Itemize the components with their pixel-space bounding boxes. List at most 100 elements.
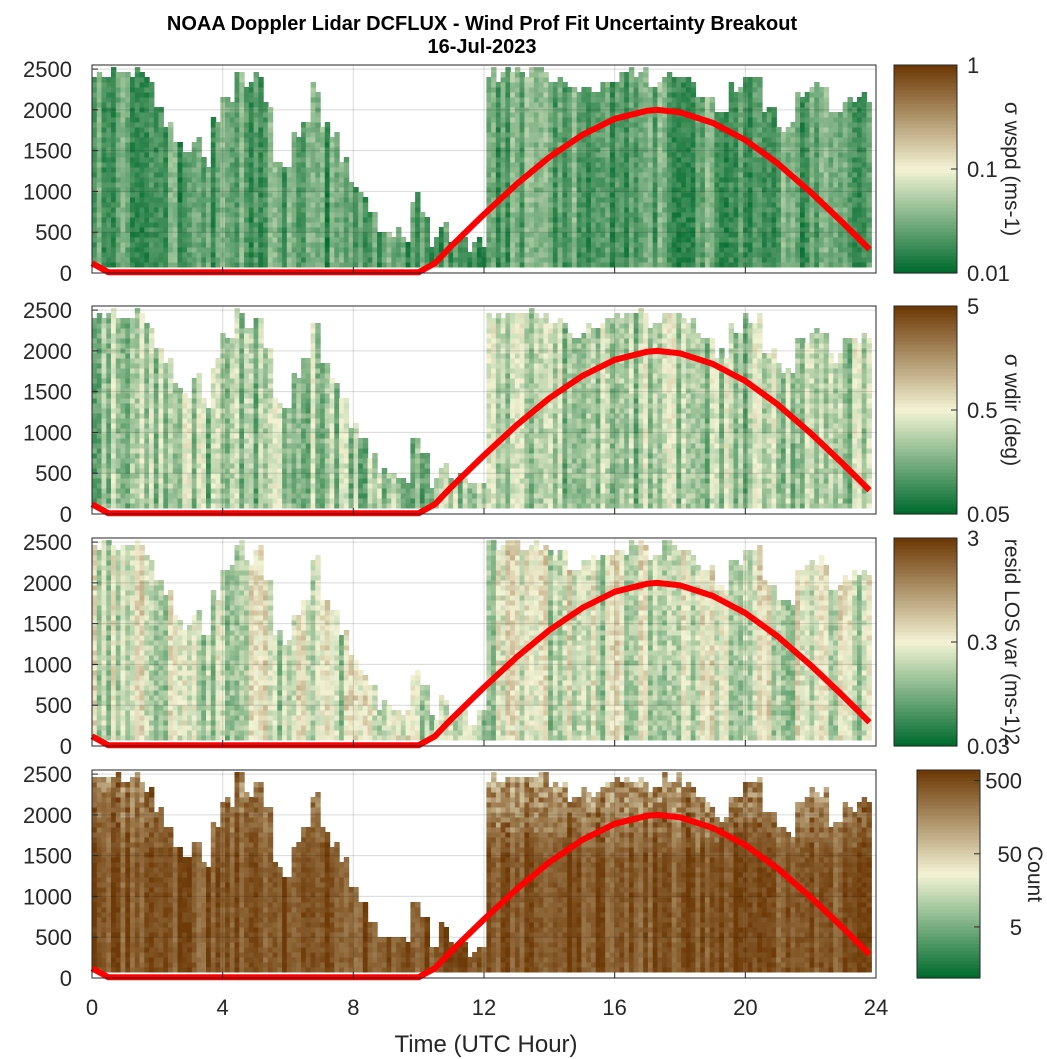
heatmap-cell [120,132,126,138]
heatmap-cell [505,202,511,208]
heatmap-cell [600,112,606,118]
heatmap-cell [676,137,682,143]
heatmap-cell [500,97,506,103]
heatmap-cell [168,217,174,223]
heatmap-cell [781,177,787,183]
heatmap-cell [177,192,183,198]
heatmap-cell [695,237,701,243]
heatmap-cell [795,102,801,108]
heatmap-cell [700,152,706,158]
heatmap-cell [234,227,240,233]
heatmap-cell [310,122,316,128]
heatmap-cell [291,157,297,163]
heatmap-cell [628,122,635,128]
heatmap-cell [149,87,155,93]
heatmap-cell [823,102,830,108]
heatmap-cell [191,187,198,193]
heatmap-cell [334,242,340,248]
heatmap-cell [776,232,782,238]
heatmap-cell [153,242,160,248]
heatmap-cell [225,192,231,198]
heatmap-cell [757,197,763,203]
heatmap-cell [624,127,630,133]
heatmap-cell [657,117,663,123]
heatmap-cell [263,157,269,163]
heatmap-cell [111,167,117,173]
heatmap-cell [752,182,758,188]
heatmap-cell [776,192,782,198]
heatmap-cell [657,197,663,203]
heatmap-cell [552,127,559,133]
heatmap-cell [757,92,763,98]
heatmap-cell [267,132,274,138]
heatmap-cell [771,172,777,178]
heatmap-cell [814,177,820,183]
heatmap-cell [96,227,103,233]
heatmap-cell [743,222,749,228]
heatmap-cell [605,217,611,223]
heatmap-cell [857,162,863,168]
heatmap-cell [666,167,673,173]
heatmap-cell [225,167,231,173]
heatmap-cell [557,257,563,263]
heatmap-cell [415,222,421,228]
heatmap-cell [106,92,112,98]
heatmap-cell [139,167,145,173]
heatmap-cell [263,262,269,268]
heatmap-cell [196,172,202,178]
heatmap-cell [752,87,758,93]
heatmap-cell [296,167,302,173]
heatmap-cell [586,232,592,238]
heatmap-cell [866,197,872,203]
heatmap-cell [781,137,787,143]
heatmap-cell [605,232,611,238]
colorbar-segment [894,123,957,128]
heatmap-cell [92,343,98,349]
heatmap-cell [106,252,112,258]
heatmap-cell [785,222,792,228]
heatmap-cell [229,212,236,218]
heatmap-cell [681,172,687,178]
heatmap-cell [149,262,155,268]
heatmap-cell [320,222,326,228]
heatmap-cell [567,122,573,128]
heatmap-cell [111,72,117,78]
heatmap-cell [248,222,255,228]
heatmap-cell [529,227,535,233]
heatmap-cell [819,162,825,168]
heatmap-cell [168,142,174,148]
heatmap-cell [638,117,644,123]
heatmap-cell [111,142,117,148]
heatmap-cell [253,82,259,88]
heatmap-cell [106,167,112,173]
heatmap-cell [529,122,535,128]
heatmap-cell [429,252,435,258]
heatmap-cell [320,197,326,203]
heatmap-cell [595,242,602,248]
heatmap-cell [282,177,288,183]
heatmap-cell [510,212,516,218]
heatmap-cell [282,212,288,218]
heatmap-cell [795,117,801,123]
heatmap-cell [400,242,407,248]
heatmap-cell [657,132,663,138]
heatmap-cell [267,247,274,253]
heatmap-cell [486,157,492,163]
heatmap-cell [738,127,744,133]
heatmap-cell [838,127,844,133]
heatmap-cell [685,117,692,123]
heatmap-cell [828,222,834,228]
heatmap-cell [709,202,716,208]
heatmap-cell [225,222,231,228]
heatmap-cell [690,177,697,183]
heatmap-cell [605,137,611,143]
heatmap-cell [576,97,583,103]
heatmap-cell [134,182,141,188]
heatmap-cell [172,172,179,178]
heatmap-cell [690,202,697,208]
heatmap-cell [301,157,307,163]
heatmap-cell [163,182,169,188]
heatmap-cell [557,232,563,238]
heatmap-cell [605,82,611,88]
heatmap-cell [719,197,725,203]
